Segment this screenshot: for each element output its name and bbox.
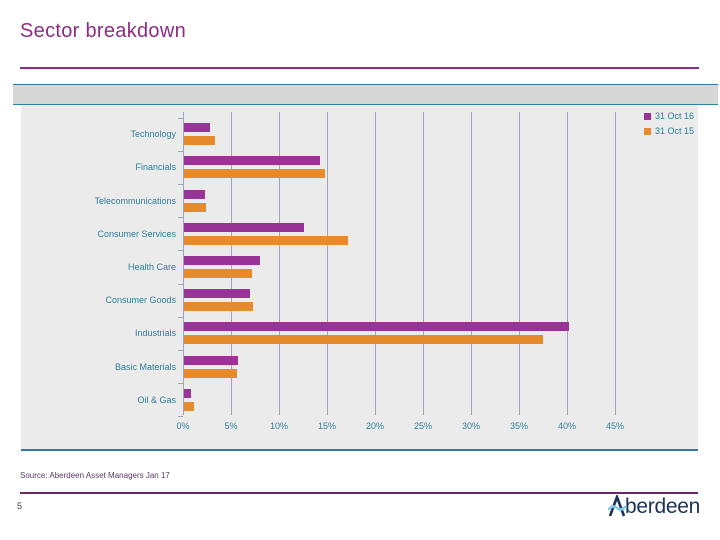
y-axis-tick xyxy=(178,184,183,185)
x-tick-label: 20% xyxy=(365,421,384,431)
category-label: Oil & Gas xyxy=(137,394,176,405)
x-tick-label: 35% xyxy=(509,421,528,431)
bar-oct16 xyxy=(184,156,321,166)
category-label: Consumer Services xyxy=(97,228,176,239)
plot-area: 0% 5% 10% 15% 20% 25% 30% 35% 40% 45% Technology Fi… xyxy=(21,105,698,449)
x-tick-label: 45% xyxy=(605,421,624,431)
category-label: Basic Materials xyxy=(114,361,176,372)
page-number: 5 xyxy=(17,501,23,511)
chart-legend: 31 Oct 16 31 Oct 15 xyxy=(643,111,694,141)
y-axis-tick xyxy=(178,250,183,252)
title-divider xyxy=(20,67,699,69)
legend-swatch-oct16-icon xyxy=(643,112,651,120)
bar-oct16 xyxy=(184,222,304,232)
aberdeen-logo: berdeen xyxy=(608,495,700,518)
y-axis-tick xyxy=(178,316,183,318)
y-axis-tick xyxy=(178,350,183,351)
category-label: Financials xyxy=(135,162,176,173)
category-label: Telecommunications xyxy=(94,195,176,206)
x-tick-label: 15% xyxy=(317,421,336,431)
legend-item-oct15: 31 Oct 15 xyxy=(643,126,694,136)
source-note: Source: Aberdeen Asset Managers Jan 17 xyxy=(20,471,170,480)
bar-oct16 xyxy=(184,289,251,299)
gridline xyxy=(327,112,328,415)
bar-oct15 xyxy=(184,269,253,278)
y-axis-tick xyxy=(178,283,183,285)
y-axis-tick xyxy=(178,416,183,418)
bar-oct15 xyxy=(184,235,349,245)
category-label: Consumer Goods xyxy=(105,295,176,306)
y-axis-tick xyxy=(178,217,183,219)
y-axis-tick xyxy=(178,150,183,152)
gridline xyxy=(279,112,280,415)
legend-label-oct15: 31 Oct 15 xyxy=(654,126,694,136)
bar-oct16 xyxy=(184,256,260,265)
gridline xyxy=(567,112,568,415)
y-axis-tick xyxy=(178,383,183,385)
aberdeen-logo-text: berdeen xyxy=(625,495,700,518)
bar-oct15 xyxy=(184,302,254,312)
footer-divider xyxy=(20,492,698,494)
gridline xyxy=(183,112,184,415)
gridline xyxy=(615,112,616,415)
legend-swatch-oct15-icon xyxy=(643,127,651,135)
bar-oct16 xyxy=(184,123,210,133)
bar-oct15 xyxy=(184,368,237,378)
slide-title: Sector breakdown xyxy=(20,20,187,42)
category-label: Industrials xyxy=(134,328,176,339)
bar-oct15 xyxy=(184,202,207,212)
gridline xyxy=(519,112,520,415)
header-band xyxy=(13,84,718,105)
category-label: Technology xyxy=(130,129,176,140)
bar-oct16 xyxy=(184,388,191,398)
gridline xyxy=(423,112,424,415)
bar-oct15 xyxy=(184,335,544,345)
bar-oct16 xyxy=(184,355,238,365)
gridline xyxy=(471,112,472,415)
x-tick-label: 30% xyxy=(461,421,480,431)
legend-item-oct16: 31 Oct 16 xyxy=(643,111,694,121)
x-tick-label: 40% xyxy=(557,421,576,431)
aberdeen-logo-a-icon xyxy=(608,495,627,517)
bar-oct15 xyxy=(184,401,194,411)
bar-oct16 xyxy=(184,189,206,199)
y-axis-tick xyxy=(178,117,183,119)
legend-label-oct16: 31 Oct 16 xyxy=(654,111,694,121)
category-label: Health Care xyxy=(127,262,176,272)
bar-oct15 xyxy=(184,136,215,146)
bar-oct16 xyxy=(184,322,569,332)
gridline xyxy=(375,112,376,415)
x-tick-label: 25% xyxy=(413,421,432,431)
x-tick-label: 0% xyxy=(176,421,190,431)
bar-oct15 xyxy=(184,169,326,179)
x-tick-label: 5% xyxy=(224,421,238,431)
sector-breakdown-chart: 0% 5% 10% 15% 20% 25% 30% 35% 40% 45% Technology Fi… xyxy=(21,105,698,451)
x-tick-label: 10% xyxy=(269,421,288,431)
